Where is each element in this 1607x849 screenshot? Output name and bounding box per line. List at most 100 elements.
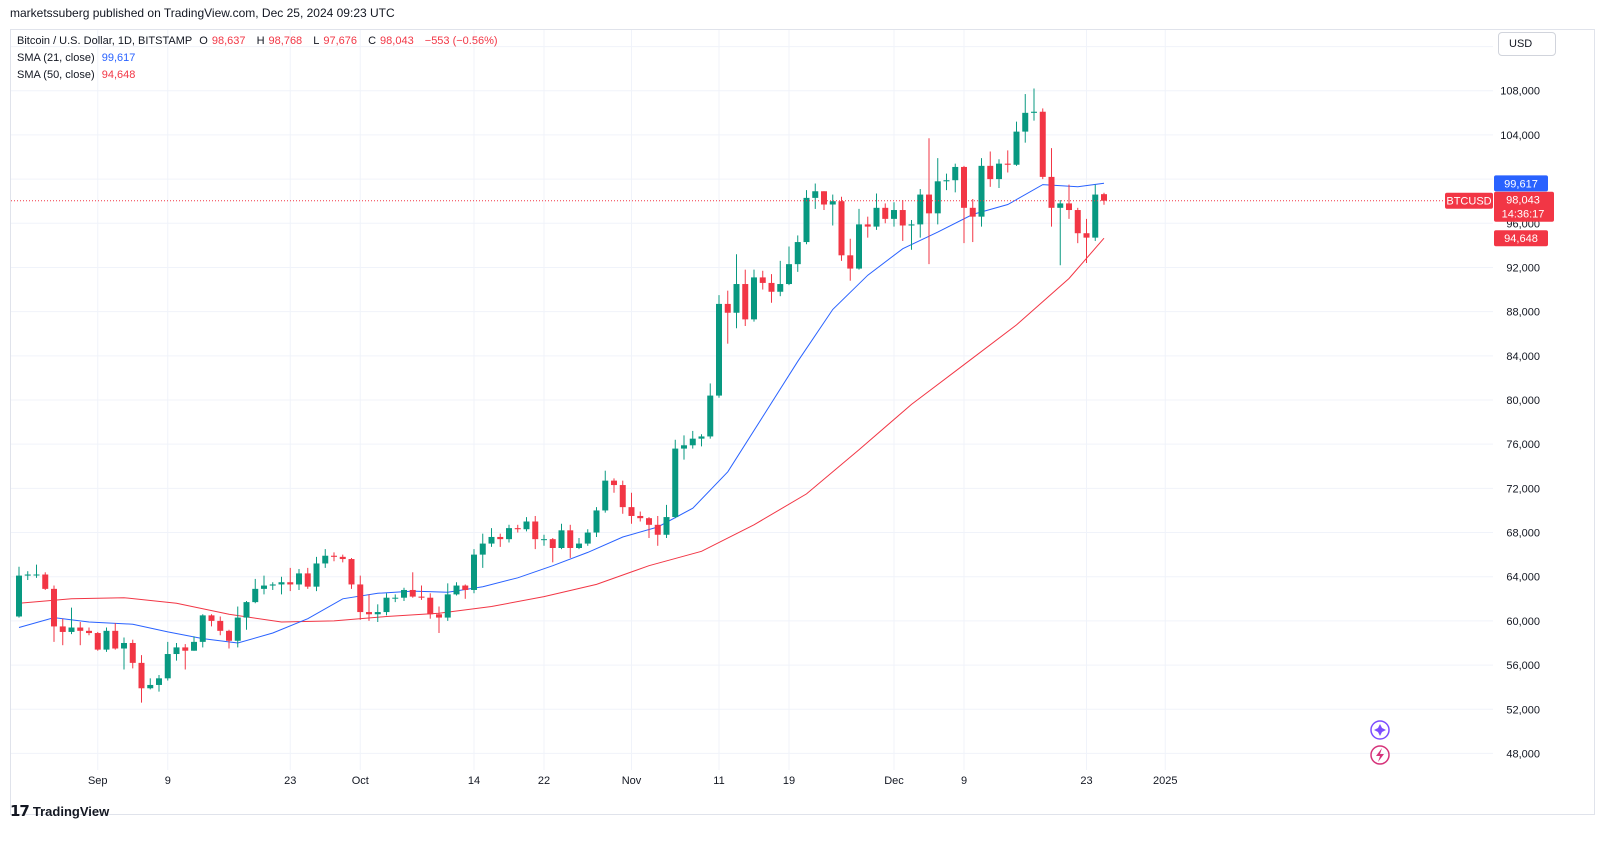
candle-body — [453, 585, 460, 595]
sma50-price-label: 94,648 — [1504, 233, 1538, 245]
candle-body — [436, 614, 442, 618]
y-tick-label: 64,000 — [1506, 572, 1540, 584]
candle-body — [768, 282, 775, 292]
grid-lines — [11, 30, 1493, 770]
candle-body — [1066, 203, 1072, 211]
candle-body — [252, 588, 259, 603]
candle-body — [199, 615, 206, 642]
candle-body — [488, 536, 495, 544]
candle-body — [24, 574, 31, 576]
candle-body — [471, 554, 477, 590]
chart-frame[interactable] — [10, 29, 1595, 815]
candle-body — [716, 303, 722, 396]
candle-body — [724, 303, 731, 313]
candle-body — [576, 543, 582, 548]
candle-body — [1022, 112, 1029, 132]
candle-body — [611, 480, 617, 486]
sma21-label: SMA (21, close) — [17, 52, 95, 64]
candle-body — [698, 436, 705, 439]
candle-body — [821, 191, 827, 205]
candle-body — [663, 517, 670, 535]
ohlc-close: C 98,043 — [368, 35, 414, 47]
candle-body — [873, 207, 880, 227]
y-tick-label: 68,000 — [1506, 528, 1540, 540]
tradingview-logo[interactable]: 17 TradingView — [10, 802, 109, 820]
tradingview-logo-text: TradingView — [32, 803, 110, 819]
candle-body — [444, 594, 451, 618]
sma21-value: 99,617 — [101, 52, 136, 64]
candle-body — [427, 597, 434, 615]
candle-body — [1031, 111, 1037, 113]
candle-body — [707, 395, 714, 437]
side-icons[interactable] — [1370, 720, 1390, 765]
candle-body — [418, 596, 425, 598]
candle-body — [94, 633, 101, 650]
ohlc-low: L 97,676 — [313, 35, 358, 47]
candle-body — [943, 180, 950, 182]
sma50-legend[interactable]: SMA (50, close) 94,648 — [17, 69, 139, 81]
symbol-title[interactable]: Bitcoin / U.S. Dollar, 1D, BITSTAMP — [17, 35, 193, 47]
candle-body — [33, 574, 40, 576]
lightning-icon[interactable] — [1370, 745, 1390, 765]
candle-body — [304, 573, 311, 587]
x-tick-label: 2025 — [1153, 775, 1177, 787]
candle-body — [803, 197, 810, 243]
x-tick-label: Oct — [352, 775, 369, 787]
candle-body — [261, 585, 267, 589]
candle-body — [759, 277, 766, 283]
sma50-label: SMA (50, close) — [17, 69, 95, 81]
candle-body — [978, 165, 985, 217]
candle-body — [112, 630, 119, 649]
candle-body — [103, 630, 110, 650]
candle-body — [1083, 233, 1090, 238]
candle-body — [409, 589, 416, 597]
candle-body — [182, 647, 189, 651]
candle-body — [689, 438, 696, 446]
ohlc-open: O 98,637 — [199, 35, 246, 47]
x-tick-label: Nov — [622, 775, 642, 787]
candle-body — [374, 612, 381, 615]
candle-body — [987, 165, 994, 180]
candle-body — [497, 536, 504, 540]
candle-body — [16, 575, 22, 617]
sparkle-icon[interactable] — [1370, 720, 1390, 740]
y-tick-label: 60,000 — [1506, 616, 1540, 628]
sparkle-icon-glyph — [1374, 724, 1386, 736]
y-tick-label: 88,000 — [1506, 307, 1540, 319]
candle-body — [339, 556, 346, 560]
candle-body — [1004, 163, 1011, 165]
y-tick-label: 80,000 — [1506, 395, 1540, 407]
candle-body — [348, 559, 355, 585]
candle-body — [383, 597, 390, 613]
candle-body — [68, 627, 75, 632]
candle-body — [584, 532, 591, 544]
y-tick-label: 76,000 — [1506, 439, 1540, 451]
y-tick-label: 56,000 — [1506, 660, 1540, 672]
candle-body — [786, 264, 792, 285]
sma21-line — [18, 182, 1105, 644]
currency-button[interactable]: USD — [1498, 32, 1556, 56]
candle-body — [322, 555, 329, 564]
candle-body — [593, 510, 600, 533]
candle-body — [234, 617, 241, 641]
candle-body — [812, 191, 819, 198]
x-axis: Sep 9 23 Oct 14 22 Nov 11 19 Dec 9 23 2025 — [88, 775, 1178, 787]
candle-body — [138, 662, 145, 689]
candle-body — [637, 515, 644, 519]
candle-body — [541, 539, 547, 541]
sma21-line-group — [18, 182, 1105, 644]
candle-body — [269, 584, 276, 586]
candle-body — [226, 630, 232, 641]
candle-body — [287, 582, 294, 585]
candle-body — [366, 612, 372, 615]
x-tick-label: 9 — [961, 775, 967, 787]
countdown-label: 14:36:17 — [1502, 209, 1545, 221]
candle-body — [42, 574, 49, 589]
candle-body — [847, 255, 854, 269]
candle-body — [567, 530, 574, 548]
sma21-price-label: 99,617 — [1504, 178, 1538, 190]
candle-body — [934, 181, 941, 214]
x-tick-label: 23 — [284, 775, 296, 787]
sma21-legend[interactable]: SMA (21, close) 99,617 — [17, 52, 139, 64]
